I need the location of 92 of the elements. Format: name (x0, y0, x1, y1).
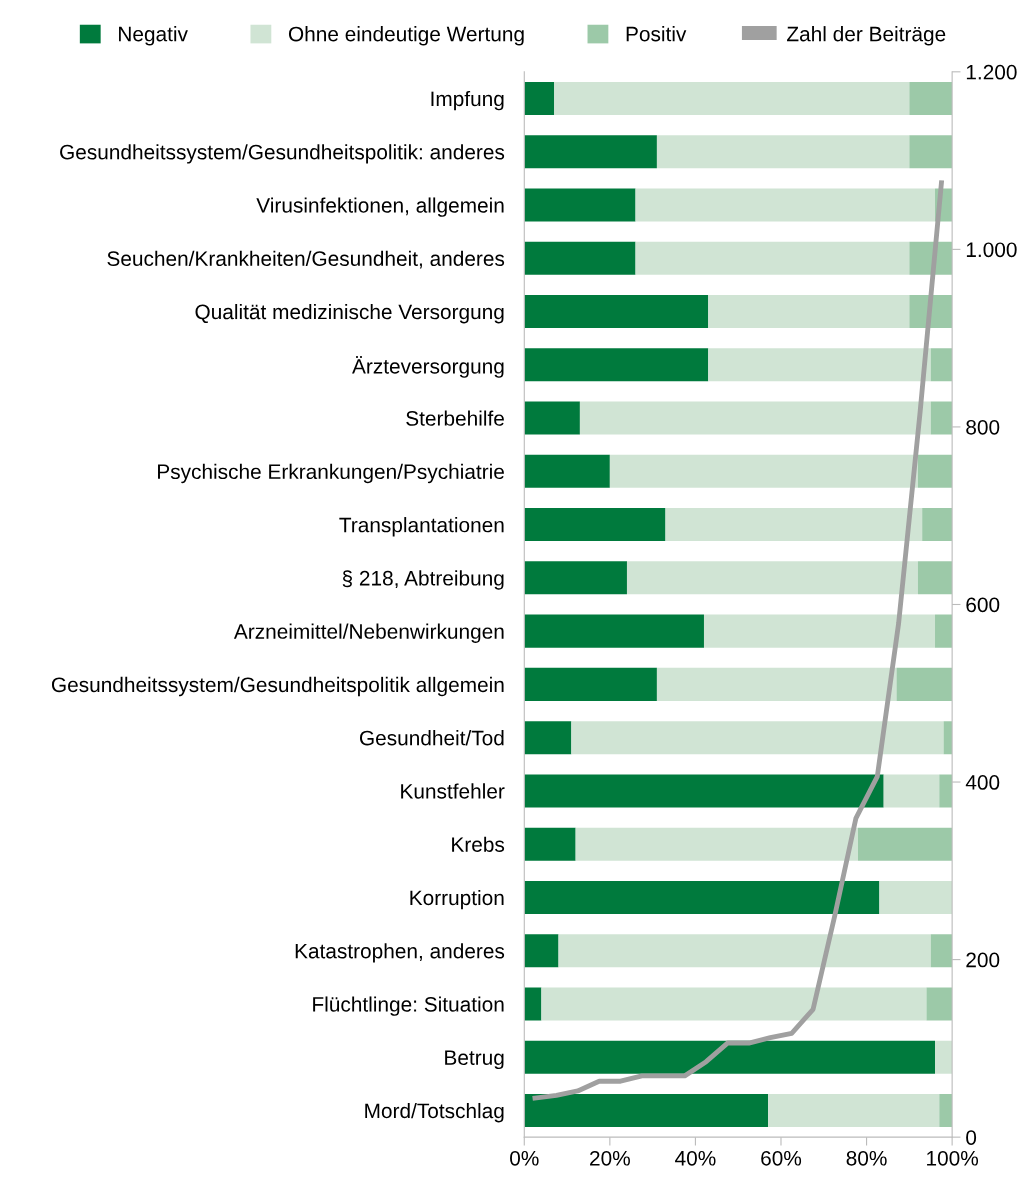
bar (575, 827, 858, 861)
y-tick-label: § 218, Abtreibung (342, 570, 504, 590)
x-tick-label: 0% (510, 1150, 539, 1166)
bar (558, 934, 931, 968)
line-series (532, 180, 944, 1101)
bar (935, 614, 953, 648)
bar (708, 348, 931, 382)
x-tick-label: 40% (675, 1150, 716, 1166)
bar (939, 774, 953, 808)
bar (703, 614, 936, 648)
bar (524, 454, 610, 488)
bar (524, 348, 709, 382)
y-tick-label: Psychische Erkrankungen/Psychiatrie (158, 463, 504, 484)
y-tick-label: Gesundheitssystem/Gesundheitspolitik allgemein (51, 676, 504, 697)
bar (554, 81, 910, 115)
bar (665, 508, 923, 542)
bar (656, 667, 897, 701)
legend-label: Positiv (626, 26, 687, 42)
bar (524, 241, 636, 275)
x-tick-label: 20% (590, 1150, 630, 1166)
bar (879, 880, 953, 914)
bar (930, 348, 953, 382)
bar (917, 561, 953, 595)
bar (939, 1094, 953, 1128)
bar (579, 401, 931, 435)
y-tick-label: Gesundheitssystem/Gesundheitspolitik: anderes (60, 144, 505, 164)
bar (626, 561, 918, 595)
bar (541, 987, 927, 1021)
bar (524, 774, 884, 808)
bar (524, 508, 666, 542)
bar (524, 81, 555, 115)
bar (930, 934, 953, 968)
bar (926, 987, 953, 1021)
y-tick-label: 0 (966, 1130, 977, 1145)
bar (524, 614, 704, 648)
bar (858, 827, 953, 861)
y-tick-label: Flüchtlinge: Situation (313, 996, 504, 1016)
bar (524, 1040, 936, 1074)
y-tick-label: Qualität medizinische Versorgung (195, 303, 504, 324)
y-tick-label: 800 (966, 419, 1000, 435)
bar (917, 454, 953, 488)
legend-label: Ohne eindeutige Wertung (288, 26, 524, 46)
bar (524, 561, 627, 595)
y-tick-label: Sterbehilfe (406, 410, 504, 426)
bar (524, 721, 572, 755)
y-tick-label: 400 (965, 775, 1000, 790)
bar (524, 934, 559, 968)
bar (635, 241, 910, 275)
bar (909, 81, 953, 115)
y-tick-label: Katastrophen, anderes (295, 943, 505, 963)
bar (524, 295, 709, 329)
x-tick-label: 60% (761, 1150, 802, 1166)
bar (922, 508, 953, 542)
y-tick-label: Krebs (452, 836, 505, 852)
bar (896, 667, 953, 701)
bar (708, 295, 910, 329)
bar (930, 401, 953, 435)
y-tick-label: Ärzteversorgung (352, 356, 504, 378)
bar (571, 721, 944, 755)
x-tick-label: 100% (927, 1150, 979, 1166)
bar (656, 135, 910, 169)
bar (524, 401, 580, 435)
bar (524, 880, 880, 914)
bar (883, 774, 940, 808)
y-tick-label: Arzneimittel/Nebenwirkungen (233, 623, 504, 643)
bar (768, 1094, 940, 1128)
y-tick-label: 1.000 (966, 242, 1017, 258)
x-tick-label: 80% (846, 1150, 887, 1166)
bar (524, 667, 657, 701)
y-tick-label: Gesundheit/Tod (359, 730, 504, 746)
y-tick-label: 600 (966, 597, 1000, 613)
legend-label: Negativ (119, 26, 188, 46)
y-tick-label: Virusinfektionen, allgemein (256, 197, 504, 217)
bar (635, 188, 936, 222)
bar (524, 188, 636, 222)
y-tick-label: Kunstfehler (401, 783, 505, 799)
bar (935, 1040, 953, 1074)
bar (524, 987, 542, 1021)
bar (524, 827, 576, 861)
y-tick-label: Seuchen/Krankheiten/Gesundheit, anderes (107, 250, 505, 269)
legend-label: Zahl der Beiträge (787, 26, 946, 46)
bar (609, 454, 918, 488)
y-tick-label: 200 (966, 952, 1000, 968)
y-tick-label: Mord/Totschlag (365, 1102, 504, 1123)
y-tick-label: Betrug (445, 1050, 504, 1070)
y-tick-label: Korruption (410, 889, 504, 910)
y-tick-label: Impfung (431, 90, 504, 111)
bar (524, 135, 657, 169)
bar (524, 1094, 769, 1128)
bar (909, 135, 953, 169)
y-tick-label: Transplantationen (339, 517, 504, 537)
y-tick-label: 1.200 (966, 64, 1017, 80)
